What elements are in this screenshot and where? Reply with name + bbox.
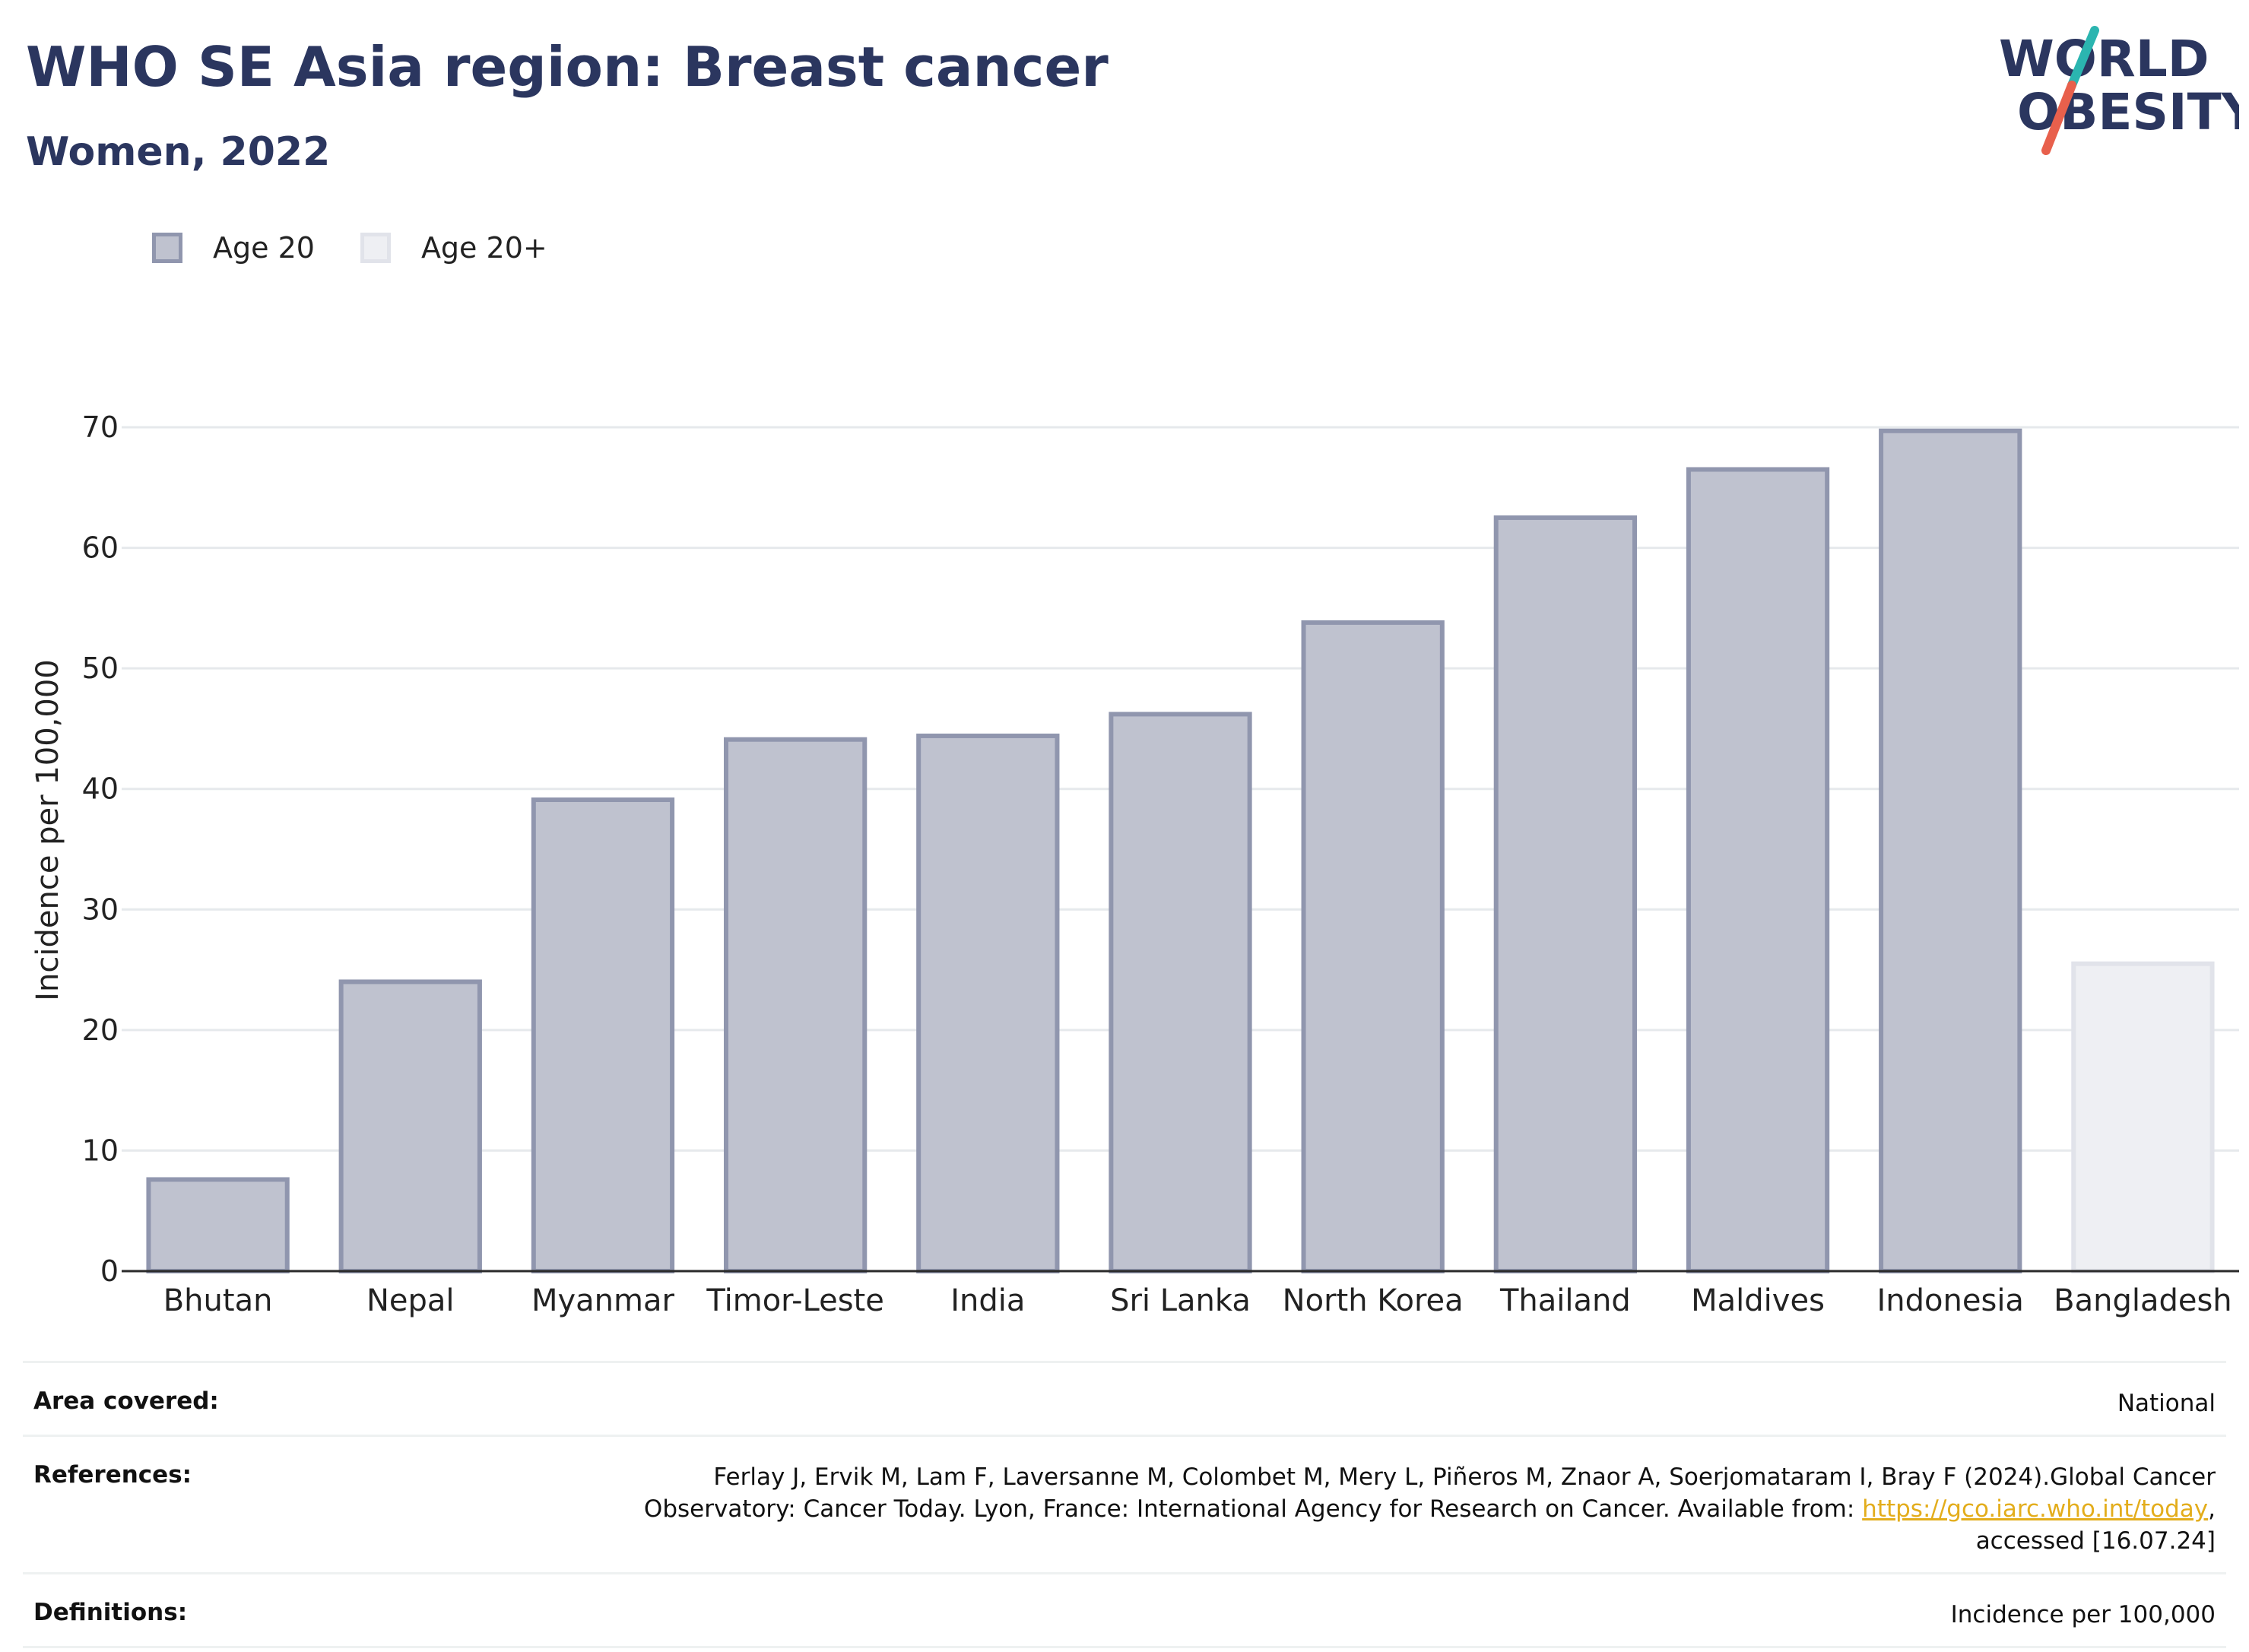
references-link[interactable]: https://gco.iarc.who.int/today — [1862, 1495, 2209, 1523]
y-axis-label: Incidence per 100,000 — [30, 659, 65, 1001]
x-tick-label: India — [950, 1283, 1025, 1318]
x-tick-label: North Korea — [1283, 1283, 1464, 1318]
y-tick-label: 0 — [100, 1254, 119, 1288]
legend-swatch-age-20-plus — [360, 233, 391, 263]
bar-sri-lanka[interactable] — [1109, 712, 1252, 1273]
bar-timor-leste[interactable] — [723, 737, 868, 1273]
info-row-area: Area covered: National — [23, 1361, 2226, 1435]
x-axis-ticks: Bhutan Nepal Myanmar Timor-Leste India Sri La… — [163, 1283, 2232, 1318]
x-tick-label: Indonesia — [1877, 1283, 2024, 1318]
chart-legend: Age 20 Age 20+ — [152, 225, 547, 271]
bar-myanmar[interactable] — [531, 797, 675, 1273]
area-label: Area covered: — [33, 1387, 219, 1415]
area-value: National — [2117, 1390, 2216, 1417]
bar-north-korea[interactable] — [1301, 620, 1445, 1273]
references-line-2-end: , — [2208, 1495, 2216, 1523]
references-line-1: Ferlay J, Ervik M, Lam F, Laversanne M, … — [713, 1463, 2216, 1491]
x-tick-label: Bangladesh — [2054, 1283, 2232, 1318]
legend-item-age-20[interactable]: Age 20 — [152, 231, 315, 265]
x-tick-label: Nepal — [366, 1283, 455, 1318]
x-tick-label: Sri Lanka — [1110, 1283, 1251, 1318]
logo-slash-bottom — [2041, 81, 2076, 155]
bar-nepal[interactable] — [338, 979, 482, 1274]
chart-title: WHO SE Asia region: Breast cancer — [26, 35, 1109, 99]
references-value: Ferlay J, Ervik M, Lam F, Laversanne M, … — [644, 1461, 2216, 1557]
info-row-definitions: Definitions: Incidence per 100,000 — [23, 1572, 2226, 1648]
y-tick-label: 10 — [82, 1134, 119, 1167]
references-line-3: accessed [16.07.24] — [1975, 1527, 2216, 1555]
legend-label: Age 20+ — [420, 231, 547, 265]
logo-slash-top — [2067, 26, 2099, 90]
bar-bangladesh[interactable] — [2071, 961, 2215, 1273]
definitions-value: Incidence per 100,000 — [1950, 1601, 2216, 1628]
chart-subtitle: Women, 2022 — [26, 129, 331, 175]
y-tick-label: 50 — [82, 652, 119, 685]
x-tick-label: Bhutan — [163, 1283, 273, 1318]
y-axis-ticks: 0 10 20 30 40 50 60 70 — [82, 411, 119, 1288]
y-tick-label: 30 — [82, 893, 119, 926]
bars — [146, 428, 2215, 1274]
bar-chart: 0 10 20 30 40 50 60 70 Bhutan Nepal Myanmar Timor-… — [30, 411, 2239, 1318]
legend-swatch-age-20 — [152, 233, 182, 263]
bar-maldives[interactable] — [1686, 467, 1830, 1273]
x-tick-label: Timor-Leste — [706, 1283, 883, 1318]
legend-item-age-20-plus[interactable]: Age 20+ — [360, 231, 547, 265]
bar-bhutan[interactable] — [146, 1177, 290, 1273]
info-row-references: References: Ferlay J, Ervik M, Lam F, La… — [23, 1435, 2226, 1572]
bar-thailand[interactable] — [1493, 515, 1638, 1273]
y-tick-label: 60 — [82, 531, 119, 565]
x-tick-label: Thailand — [1499, 1283, 1631, 1318]
references-label: References: — [33, 1461, 192, 1489]
x-tick-label: Myanmar — [531, 1283, 675, 1318]
y-tick-label: 40 — [82, 772, 119, 806]
definitions-label: Definitions: — [33, 1599, 188, 1626]
references-line-2: Observatory: Cancer Today. Lyon, France:… — [643, 1495, 1863, 1523]
world-obesity-logo: WORLD OBESITY — [1999, 26, 2239, 155]
logo-line-1: WORLD — [1999, 30, 2209, 88]
y-tick-label: 20 — [82, 1013, 119, 1047]
info-table: Area covered: National References: Ferla… — [23, 1361, 2226, 1648]
bar-indonesia[interactable] — [1879, 428, 2022, 1273]
legend-label: Age 20 — [213, 231, 315, 265]
y-tick-label: 70 — [82, 411, 119, 444]
bar-india[interactable] — [916, 733, 1060, 1273]
x-tick-label: Maldives — [1691, 1283, 1825, 1318]
